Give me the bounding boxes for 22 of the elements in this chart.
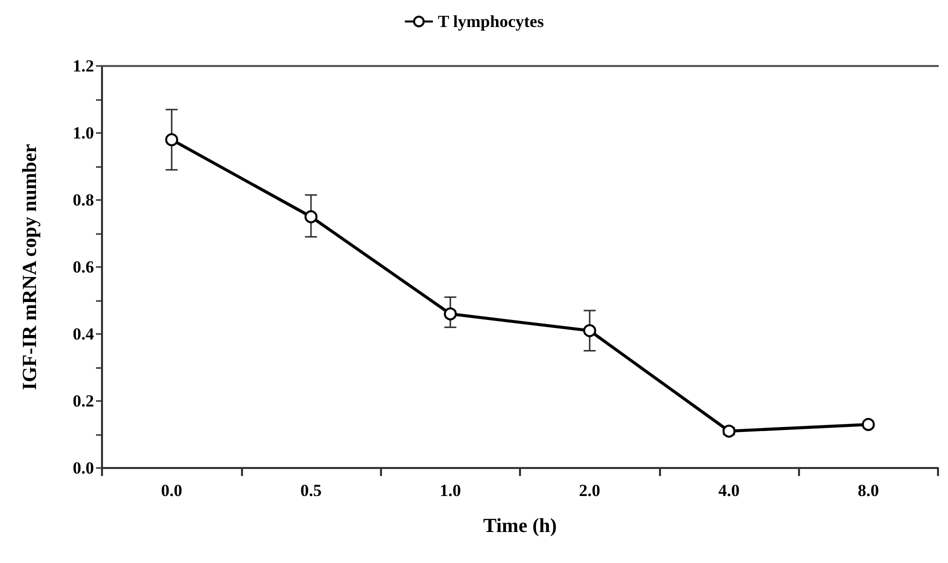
point — [304, 210, 318, 224]
y-tick-label: 0.0 — [72, 458, 94, 478]
y-tick-label: 1.0 — [72, 124, 94, 142]
y-tick-label: 0.2 — [72, 392, 94, 410]
x-axis-title: Time (h) — [483, 515, 557, 537]
y-tick-label: 0.8 — [72, 190, 94, 210]
x-tick-label: 8.0 — [858, 481, 879, 500]
point — [444, 307, 457, 320]
y-axis-title: IGF-IR mRNA copy number — [19, 144, 41, 390]
x-tick-label: 2.0 — [579, 481, 600, 500]
point — [583, 324, 596, 338]
y-tick-label: 0.6 — [72, 258, 94, 276]
x-tick-label: 1.0 — [440, 481, 461, 500]
x-tick-label: 4.0 — [718, 481, 740, 500]
y-tick-label: 0.4 — [72, 324, 94, 344]
point — [722, 424, 736, 438]
point — [165, 133, 178, 146]
y-tick-label: 1.2 — [72, 56, 94, 76]
point — [862, 418, 875, 431]
x-tick-label: 0.0 — [161, 481, 182, 500]
legend-label: T lymphocytes — [438, 12, 544, 31]
x-tick-label: 0.5 — [300, 481, 322, 500]
